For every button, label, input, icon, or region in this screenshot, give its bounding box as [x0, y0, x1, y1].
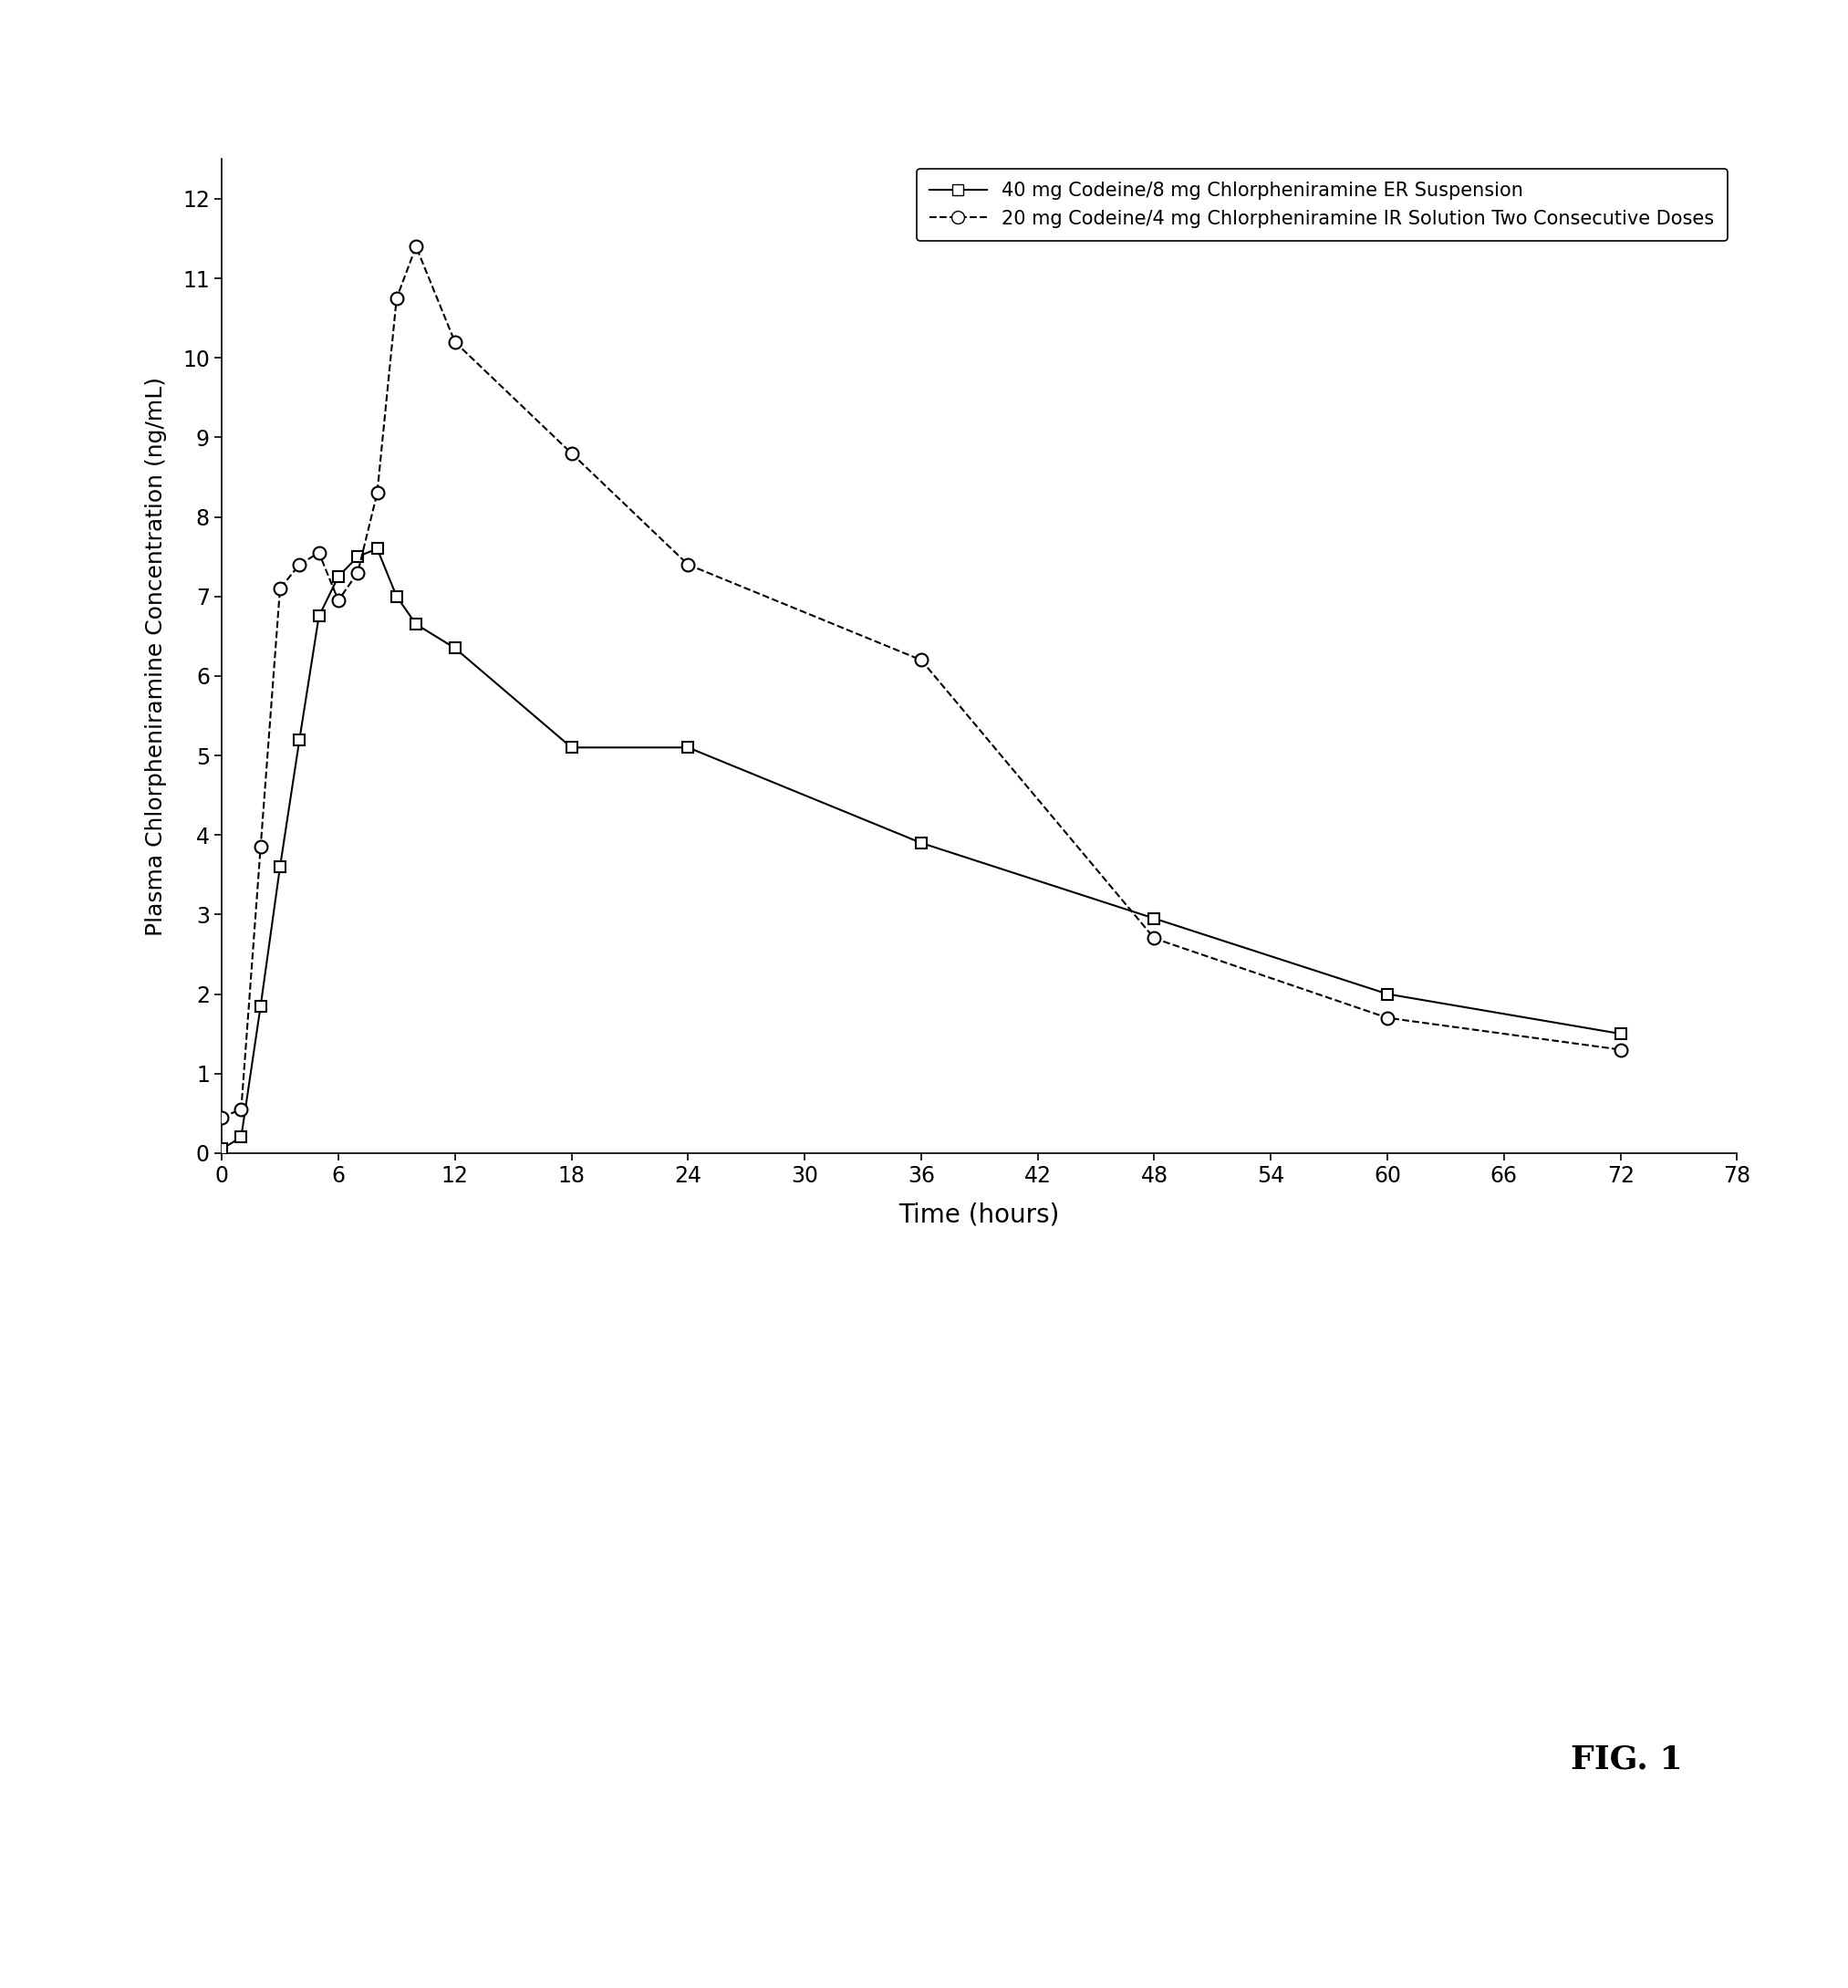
40 mg Codeine/8 mg Chlorpheniramine ER Suspension: [309, 604, 331, 628]
20 mg Codeine/4 mg Chlorpheniramine IR Solution Two Consecutive Doses: [444, 330, 466, 354]
20 mg Codeine/4 mg Chlorpheniramine IR Solution Two Consecutive Doses: [211, 1105, 233, 1129]
20 mg Codeine/4 mg Chlorpheniramine IR Solution Two Consecutive Doses: [231, 1097, 253, 1121]
20 mg Codeine/4 mg Chlorpheniramine IR Solution Two Consecutive Doses: [1610, 1038, 1632, 1062]
40 mg Codeine/8 mg Chlorpheniramine ER Suspension: [386, 584, 408, 608]
40 mg Codeine/8 mg Chlorpheniramine ER Suspension: [909, 831, 931, 855]
40 mg Codeine/8 mg Chlorpheniramine ER Suspension: [347, 545, 370, 569]
40 mg Codeine/8 mg Chlorpheniramine ER Suspension: [1144, 907, 1166, 930]
20 mg Codeine/4 mg Chlorpheniramine IR Solution Two Consecutive Doses: [347, 561, 370, 584]
Line: 40 mg Codeine/8 mg Chlorpheniramine ER Suspension: 40 mg Codeine/8 mg Chlorpheniramine ER S…: [216, 543, 1626, 1155]
X-axis label: Time (hours): Time (hours): [898, 1203, 1061, 1229]
20 mg Codeine/4 mg Chlorpheniramine IR Solution Two Consecutive Doses: [909, 648, 931, 672]
40 mg Codeine/8 mg Chlorpheniramine ER Suspension: [1610, 1022, 1632, 1046]
20 mg Codeine/4 mg Chlorpheniramine IR Solution Two Consecutive Doses: [309, 541, 331, 565]
40 mg Codeine/8 mg Chlorpheniramine ER Suspension: [211, 1137, 233, 1161]
40 mg Codeine/8 mg Chlorpheniramine ER Suspension: [405, 612, 427, 636]
40 mg Codeine/8 mg Chlorpheniramine ER Suspension: [288, 728, 310, 751]
Line: 20 mg Codeine/4 mg Chlorpheniramine IR Solution Two Consecutive Doses: 20 mg Codeine/4 mg Chlorpheniramine IR S…: [216, 241, 1626, 1123]
20 mg Codeine/4 mg Chlorpheniramine IR Solution Two Consecutive Doses: [386, 286, 408, 310]
Legend: 40 mg Codeine/8 mg Chlorpheniramine ER Suspension, 20 mg Codeine/4 mg Chlorpheni: 40 mg Codeine/8 mg Chlorpheniramine ER S…: [917, 169, 1728, 241]
20 mg Codeine/4 mg Chlorpheniramine IR Solution Two Consecutive Doses: [676, 553, 699, 577]
40 mg Codeine/8 mg Chlorpheniramine ER Suspension: [366, 537, 388, 561]
Y-axis label: Plasma Chlorpheniramine Concentration (ng/mL): Plasma Chlorpheniramine Concentration (n…: [146, 376, 168, 936]
40 mg Codeine/8 mg Chlorpheniramine ER Suspension: [444, 636, 466, 660]
40 mg Codeine/8 mg Chlorpheniramine ER Suspension: [1377, 982, 1399, 1006]
20 mg Codeine/4 mg Chlorpheniramine IR Solution Two Consecutive Doses: [288, 553, 310, 577]
20 mg Codeine/4 mg Chlorpheniramine IR Solution Two Consecutive Doses: [1144, 926, 1166, 950]
20 mg Codeine/4 mg Chlorpheniramine IR Solution Two Consecutive Doses: [327, 588, 349, 612]
40 mg Codeine/8 mg Chlorpheniramine ER Suspension: [270, 855, 292, 879]
20 mg Codeine/4 mg Chlorpheniramine IR Solution Two Consecutive Doses: [405, 235, 427, 258]
Text: FIG. 1: FIG. 1: [1571, 1743, 1682, 1775]
20 mg Codeine/4 mg Chlorpheniramine IR Solution Two Consecutive Doses: [270, 577, 292, 600]
20 mg Codeine/4 mg Chlorpheniramine IR Solution Two Consecutive Doses: [1377, 1006, 1399, 1030]
40 mg Codeine/8 mg Chlorpheniramine ER Suspension: [676, 736, 699, 759]
40 mg Codeine/8 mg Chlorpheniramine ER Suspension: [560, 736, 582, 759]
40 mg Codeine/8 mg Chlorpheniramine ER Suspension: [327, 565, 349, 588]
20 mg Codeine/4 mg Chlorpheniramine IR Solution Two Consecutive Doses: [560, 441, 582, 465]
20 mg Codeine/4 mg Chlorpheniramine IR Solution Two Consecutive Doses: [366, 481, 388, 505]
40 mg Codeine/8 mg Chlorpheniramine ER Suspension: [231, 1125, 253, 1149]
20 mg Codeine/4 mg Chlorpheniramine IR Solution Two Consecutive Doses: [249, 835, 272, 859]
40 mg Codeine/8 mg Chlorpheniramine ER Suspension: [249, 994, 272, 1018]
